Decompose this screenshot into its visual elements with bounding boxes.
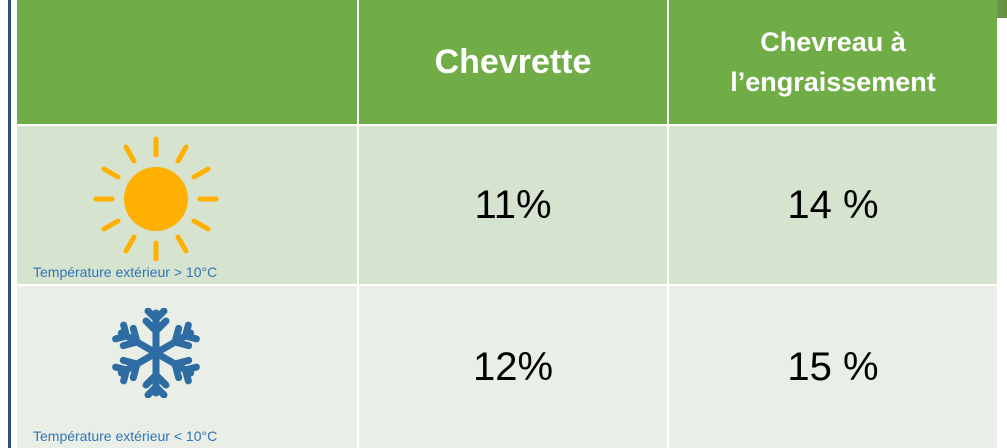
row-label-cell: Température extérieur < 10°C bbox=[17, 286, 357, 448]
value-cell: 12% bbox=[359, 286, 667, 448]
row-label-cell: Température extérieur > 10°C bbox=[17, 126, 357, 284]
left-border bbox=[8, 0, 11, 448]
row-label: Température extérieur > 10°C bbox=[33, 264, 218, 280]
snowflake-icon bbox=[111, 308, 201, 398]
header-corner bbox=[17, 0, 357, 124]
header-cell: Chevreau à l’engraissement bbox=[669, 0, 997, 124]
value-cell: 11% bbox=[359, 126, 667, 284]
value-cell: 14 % bbox=[669, 126, 997, 284]
sun-icon bbox=[93, 136, 219, 262]
header-cell: Chevrette bbox=[359, 0, 667, 124]
row-label: Température extérieur < 10°C bbox=[33, 428, 218, 444]
value-cell: 15 % bbox=[669, 286, 997, 448]
